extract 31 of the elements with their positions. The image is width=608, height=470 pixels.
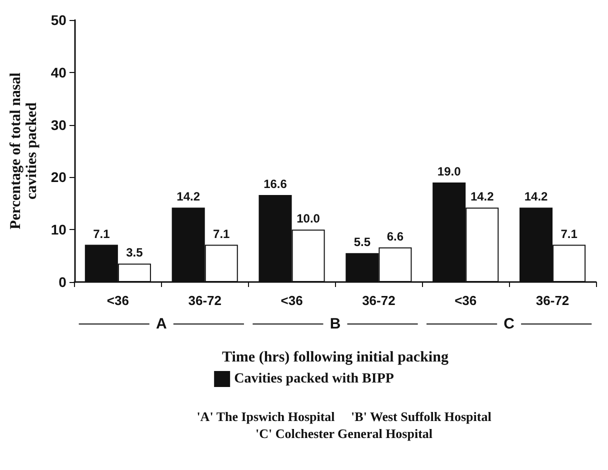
text: 7.1 [93,226,110,241]
x-tick-label: <36 [454,293,477,308]
text: 'A' The Ipswich Hospital 'B' West Suffolk Hospital 'C' Colchester General Hospital [196,409,492,441]
text: C [504,316,515,332]
text: 16.6 [264,177,287,192]
text: 7.1 [560,226,578,241]
text: 14.2 [470,190,494,204]
y-tick-label: 50 [50,12,67,28]
text: 19.0 [437,164,461,178]
text: 5.5 [354,235,371,250]
text: 10.0 [296,212,320,226]
y-tick-label: 40 [50,64,67,80]
legend-label: Cavities packed with BIPP [234,372,394,386]
x-axis-title: Time (hrs) following initial packing [222,350,449,366]
x-tick-label: 36-72 [536,293,570,308]
text: 7.1 [213,226,230,241]
text: 3.5 [126,246,143,260]
text: B [330,316,341,332]
y-tick-label: 0 [58,274,67,290]
y-tick-label: 20 [50,169,67,186]
x-tick-label: 36-72 [362,293,396,308]
y-tick-label: 30 [50,116,67,133]
text: A [156,316,167,332]
x-tick-label: 36-72 [188,293,222,308]
x-tick-label: <36 [106,293,129,308]
y-tick-label: 10 [50,222,67,238]
text: 14.2 [524,190,548,204]
x-tick-label: <36 [280,293,303,308]
text: 14.2 [176,190,200,204]
text: 6.6 [386,229,404,244]
y-axis-title: Percentage of total nasal cavities packed [8,72,40,230]
